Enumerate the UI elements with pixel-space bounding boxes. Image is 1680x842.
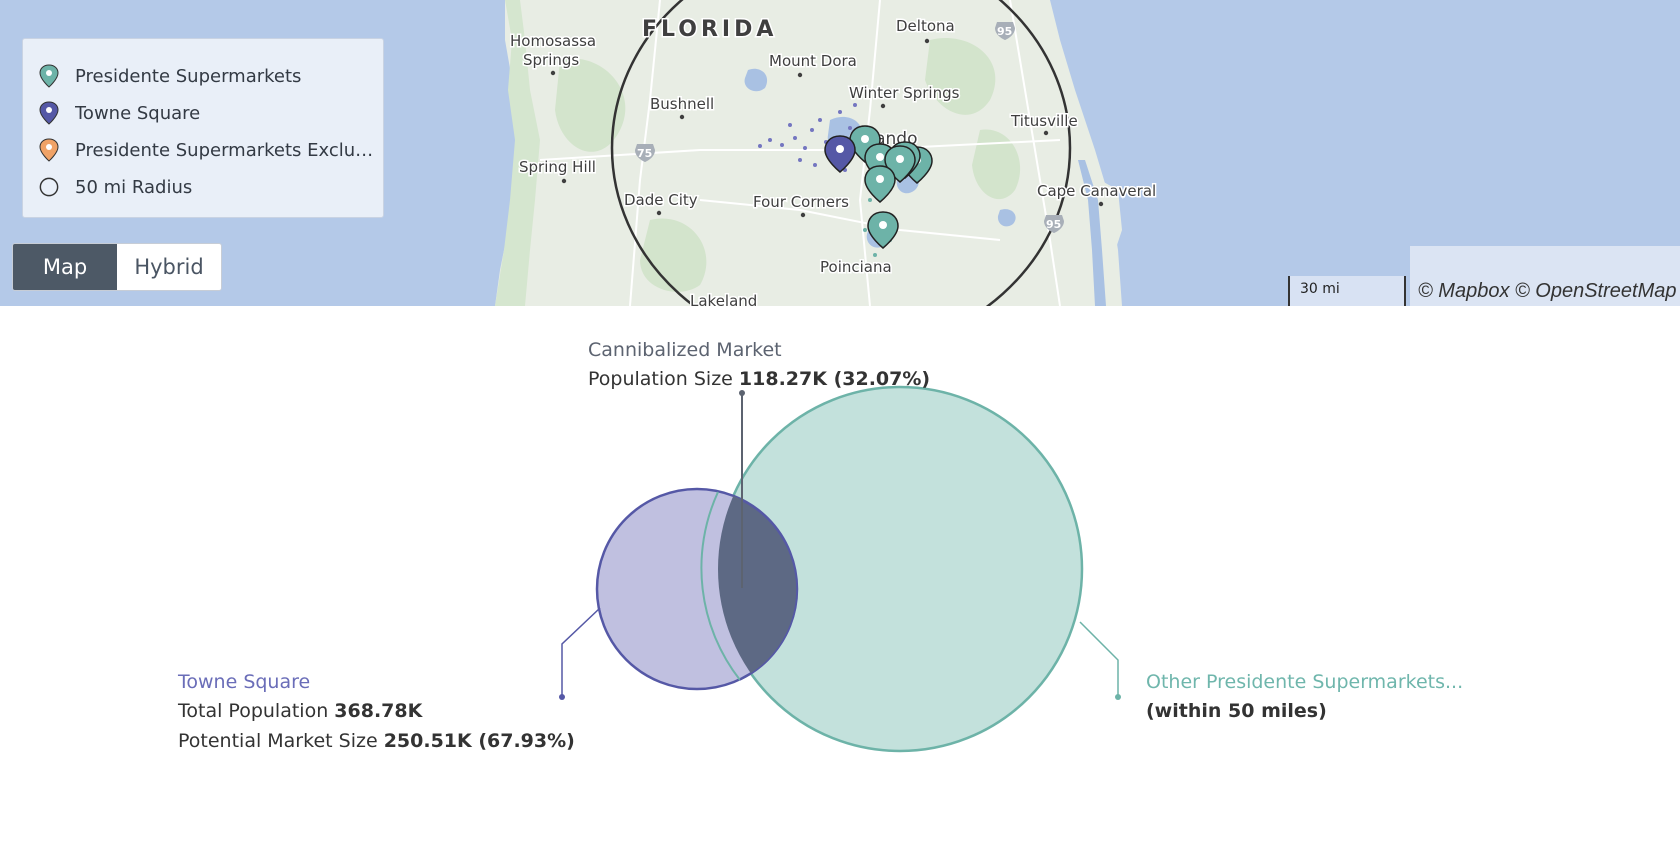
green-patch-2 bbox=[925, 38, 996, 115]
green-patch-1 bbox=[555, 58, 626, 152]
cannibalized-population-row: Population Size 118.27K (32.07%) bbox=[588, 368, 930, 390]
towne-total-population-value: 368.78K bbox=[334, 700, 423, 722]
towne-trade-area-dots bbox=[758, 103, 857, 172]
map-view-button[interactable]: Map bbox=[13, 244, 117, 290]
towne-leader-line bbox=[561, 607, 601, 697]
towne-square-title[interactable]: Towne Square bbox=[178, 671, 311, 693]
label-winter-springs: Winter Springs bbox=[849, 84, 960, 102]
venn-diagram-panel: Cannibalized Market Population Size 118.… bbox=[0, 306, 1680, 842]
label-cape-canaveral: Cape Canaveral bbox=[1037, 182, 1156, 200]
towne-total-population-row: Total Population 368.78K bbox=[178, 700, 422, 722]
highway-shield-95-north: 95 bbox=[995, 22, 1015, 40]
map-legend: Presidente Supermarkets Towne Square Pre… bbox=[22, 38, 384, 218]
other-leader-line bbox=[1079, 621, 1119, 697]
svg-text:75: 75 bbox=[637, 147, 652, 160]
label-spring-hill: Spring Hill bbox=[519, 158, 596, 176]
map-attribution[interactable]: © Mapbox © OpenStreetMap bbox=[1410, 246, 1680, 306]
cannibalized-population-label: Population Size bbox=[588, 368, 733, 390]
label-springs: Springs bbox=[523, 51, 579, 69]
label-deltona: Deltona bbox=[896, 17, 955, 35]
label-florida: FLORIDA bbox=[642, 17, 777, 42]
highway-shield-95-south: 95 bbox=[1044, 215, 1064, 233]
west-coast-shore bbox=[495, 0, 540, 306]
city-dots bbox=[550, 38, 1104, 218]
legend-item-radius[interactable]: 50 mi Radius bbox=[39, 172, 375, 202]
towne-square-pin[interactable] bbox=[824, 135, 856, 173]
svg-text:95: 95 bbox=[1046, 218, 1061, 231]
green-patch-4 bbox=[972, 129, 1021, 200]
presidente-pins[interactable] bbox=[849, 125, 933, 249]
cannibalized-title: Cannibalized Market bbox=[588, 339, 782, 361]
legend-label: Presidente Supermarkets Exclud... bbox=[75, 139, 375, 161]
legend-item-presidente[interactable]: Presidente Supermarkets bbox=[39, 61, 375, 91]
venn-diagram bbox=[559, 385, 1121, 753]
map-view-toggle: Map Hybrid bbox=[12, 243, 222, 291]
legend-label: Presidente Supermarkets bbox=[75, 65, 302, 87]
lake-2 bbox=[744, 68, 768, 92]
label-four-corners: Four Corners bbox=[753, 193, 849, 211]
legend-label: Towne Square bbox=[75, 102, 201, 124]
cannibalized-population-value: 118.27K (32.07%) bbox=[738, 368, 931, 390]
green-patch-3 bbox=[640, 218, 707, 292]
label-dade-city: Dade City bbox=[624, 191, 698, 209]
purple-map-pin-icon bbox=[39, 101, 59, 125]
other-presidente-title[interactable]: Other Presidente Supermarkets... bbox=[1146, 671, 1464, 693]
map-scale-bar: 30 mi bbox=[1288, 276, 1406, 306]
towne-potential-market-row: Potential Market Size 250.51K (67.93%) bbox=[178, 730, 575, 752]
legend-label: 50 mi Radius bbox=[75, 176, 193, 198]
teal-map-pin-icon bbox=[39, 64, 59, 88]
legend-item-excluded[interactable]: Presidente Supermarkets Exclud... bbox=[39, 135, 375, 165]
cape-land bbox=[1100, 180, 1122, 260]
towne-potential-market-label: Potential Market Size bbox=[178, 730, 378, 752]
label-bushnell: Bushnell bbox=[650, 95, 714, 113]
label-mount-dora: Mount Dora bbox=[769, 52, 857, 70]
label-lakeland: Lakeland bbox=[690, 292, 757, 306]
label-titusville: Titusville bbox=[1010, 112, 1078, 130]
hybrid-view-button[interactable]: Hybrid bbox=[117, 244, 221, 290]
other-presidente-subtitle: (within 50 miles) bbox=[1146, 700, 1327, 722]
towne-potential-market-value: 250.51K (67.93%) bbox=[383, 730, 575, 752]
map-panel[interactable]: FLORIDA Homosassa Springs Deltona Mount … bbox=[0, 0, 1680, 306]
svg-text:95: 95 bbox=[997, 25, 1012, 38]
lake-5 bbox=[997, 209, 1016, 227]
circle-outline-icon bbox=[39, 175, 59, 199]
legend-item-towne-square[interactable]: Towne Square bbox=[39, 98, 375, 128]
map-canvas[interactable]: FLORIDA Homosassa Springs Deltona Mount … bbox=[0, 0, 1680, 306]
towne-total-population-label: Total Population bbox=[178, 700, 329, 722]
radius-circle bbox=[610, 0, 1072, 306]
highway-shield-75: 75 bbox=[635, 144, 655, 162]
label-homosassa: Homosassa bbox=[510, 32, 596, 50]
label-poinciana: Poinciana bbox=[820, 258, 892, 276]
east-lagoon bbox=[1078, 160, 1106, 306]
orange-map-pin-icon bbox=[39, 138, 59, 162]
